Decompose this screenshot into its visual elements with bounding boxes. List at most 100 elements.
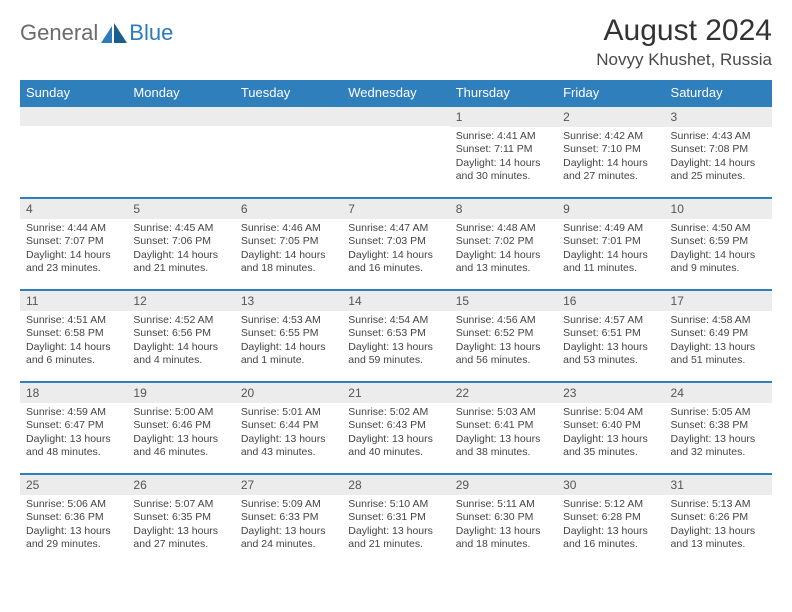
weekday-header: Monday [127,80,234,106]
sunset-text: Sunset: 6:43 PM [348,419,443,432]
day-number: 20 [235,383,342,403]
day-details: Sunrise: 4:54 AMSunset: 6:53 PMDaylight:… [342,311,449,372]
daylight-text: Daylight: 13 hours and 38 minutes. [456,433,551,460]
sunrise-text: Sunrise: 4:44 AM [26,222,121,235]
daylight-text: Daylight: 13 hours and 56 minutes. [456,341,551,368]
day-number: 15 [450,291,557,311]
daylight-text: Daylight: 14 hours and 6 minutes. [26,341,121,368]
day-details: Sunrise: 4:45 AMSunset: 7:06 PMDaylight:… [127,219,234,280]
sunset-text: Sunset: 6:53 PM [348,327,443,340]
month-title: August 2024 [596,14,772,48]
calendar-head: Sunday Monday Tuesday Wednesday Thursday… [20,80,772,106]
sunrise-text: Sunrise: 4:49 AM [563,222,658,235]
daylight-text: Daylight: 13 hours and 27 minutes. [133,525,228,552]
sunset-text: Sunset: 6:41 PM [456,419,551,432]
sunset-text: Sunset: 7:07 PM [26,235,121,248]
sunrise-text: Sunrise: 4:57 AM [563,314,658,327]
day-number: 13 [235,291,342,311]
sunrise-text: Sunrise: 5:10 AM [348,498,443,511]
weekday-header: Wednesday [342,80,449,106]
daylight-text: Daylight: 13 hours and 21 minutes. [348,525,443,552]
day-details: Sunrise: 5:07 AMSunset: 6:35 PMDaylight:… [127,495,234,556]
daylight-text: Daylight: 14 hours and 18 minutes. [241,249,336,276]
weekday-header: Sunday [20,80,127,106]
sunrise-text: Sunrise: 4:43 AM [671,130,766,143]
day-number: 6 [235,199,342,219]
daylight-text: Daylight: 13 hours and 24 minutes. [241,525,336,552]
day-details: Sunrise: 4:47 AMSunset: 7:03 PMDaylight:… [342,219,449,280]
day-details: Sunrise: 4:57 AMSunset: 6:51 PMDaylight:… [557,311,664,372]
daylight-text: Daylight: 14 hours and 11 minutes. [563,249,658,276]
day-number: 16 [557,291,664,311]
sunrise-text: Sunrise: 4:53 AM [241,314,336,327]
day-number: 8 [450,199,557,219]
day-number: 27 [235,475,342,495]
calendar-row: 18Sunrise: 4:59 AMSunset: 6:47 PMDayligh… [20,382,772,474]
empty-day [127,107,234,126]
day-details: Sunrise: 5:02 AMSunset: 6:43 PMDaylight:… [342,403,449,464]
daylight-text: Daylight: 14 hours and 13 minutes. [456,249,551,276]
sunset-text: Sunset: 7:10 PM [563,143,658,156]
calendar-cell: 22Sunrise: 5:03 AMSunset: 6:41 PMDayligh… [450,382,557,474]
calendar-cell: 26Sunrise: 5:07 AMSunset: 6:35 PMDayligh… [127,474,234,566]
day-details: Sunrise: 5:04 AMSunset: 6:40 PMDaylight:… [557,403,664,464]
day-number: 28 [342,475,449,495]
calendar-cell: 30Sunrise: 5:12 AMSunset: 6:28 PMDayligh… [557,474,664,566]
daylight-text: Daylight: 13 hours and 29 minutes. [26,525,121,552]
sunrise-text: Sunrise: 4:42 AM [563,130,658,143]
daylight-text: Daylight: 14 hours and 30 minutes. [456,157,551,184]
sunset-text: Sunset: 6:26 PM [671,511,766,524]
calendar-cell: 21Sunrise: 5:02 AMSunset: 6:43 PMDayligh… [342,382,449,474]
day-details: Sunrise: 4:46 AMSunset: 7:05 PMDaylight:… [235,219,342,280]
sunset-text: Sunset: 6:30 PM [456,511,551,524]
calendar-cell: 28 Sunrise: 5:10 AMSunset: 6:31 PMDayligh… [342,474,449,566]
calendar-page: General Blue August 2024 Novyy Khushet, … [0,0,792,576]
day-details: Sunrise: 4:50 AMSunset: 6:59 PMDaylight:… [665,219,772,280]
calendar-cell [127,106,234,198]
day-details: Sunrise: 5:06 AMSunset: 6:36 PMDaylight:… [20,495,127,556]
daylight-text: Daylight: 13 hours and 43 minutes. [241,433,336,460]
daylight-text: Daylight: 14 hours and 25 minutes. [671,157,766,184]
calendar-cell [20,106,127,198]
day-details: Sunrise: 5:03 AMSunset: 6:41 PMDaylight:… [450,403,557,464]
sunrise-text: Sunrise: 4:56 AM [456,314,551,327]
sunset-text: Sunset: 7:01 PM [563,235,658,248]
sunset-text: Sunset: 6:55 PM [241,327,336,340]
day-number: 12 [127,291,234,311]
day-details: Sunrise: 4:44 AMSunset: 7:07 PMDaylight:… [20,219,127,280]
day-details: Sunrise: 4:42 AMSunset: 7:10 PMDaylight:… [557,127,664,188]
sunset-text: Sunset: 6:31 PM [348,511,443,524]
sunrise-text: Sunrise: 4:46 AM [241,222,336,235]
sunset-text: Sunset: 6:59 PM [671,235,766,248]
sunrise-text: Sunrise: 4:47 AM [348,222,443,235]
sunset-text: Sunset: 6:40 PM [563,419,658,432]
sunrise-text: Sunrise: 4:52 AM [133,314,228,327]
sunset-text: Sunset: 7:02 PM [456,235,551,248]
day-number: 29 [450,475,557,495]
calendar-cell: 27Sunrise: 5:09 AMSunset: 6:33 PMDayligh… [235,474,342,566]
calendar-cell: 3Sunrise: 4:43 AMSunset: 7:08 PMDaylight… [665,106,772,198]
day-number: 18 [20,383,127,403]
sunrise-text: Sunrise: 4:58 AM [671,314,766,327]
sunset-text: Sunset: 7:06 PM [133,235,228,248]
sunset-text: Sunset: 6:46 PM [133,419,228,432]
day-details: Sunrise: 4:58 AMSunset: 6:49 PMDaylight:… [665,311,772,372]
daylight-text: Daylight: 14 hours and 27 minutes. [563,157,658,184]
day-details: Sunrise: 4:41 AMSunset: 7:11 PMDaylight:… [450,127,557,188]
day-number: 22 [450,383,557,403]
day-number: 31 [665,475,772,495]
daylight-text: Daylight: 14 hours and 21 minutes. [133,249,228,276]
day-number: 14 [342,291,449,311]
calendar-cell: 17Sunrise: 4:58 AMSunset: 6:49 PMDayligh… [665,290,772,382]
location-label: Novyy Khushet, Russia [596,50,772,70]
day-number: 17 [665,291,772,311]
sunrise-text: Sunrise: 5:03 AM [456,406,551,419]
day-details: Sunrise: 4:49 AMSunset: 7:01 PMDaylight:… [557,219,664,280]
empty-day [342,107,449,126]
daylight-text: Daylight: 14 hours and 23 minutes. [26,249,121,276]
sunrise-text: Sunrise: 5:07 AM [133,498,228,511]
day-number: 25 [20,475,127,495]
sunrise-text: Sunrise: 4:54 AM [348,314,443,327]
calendar-cell [235,106,342,198]
sunset-text: Sunset: 6:33 PM [241,511,336,524]
